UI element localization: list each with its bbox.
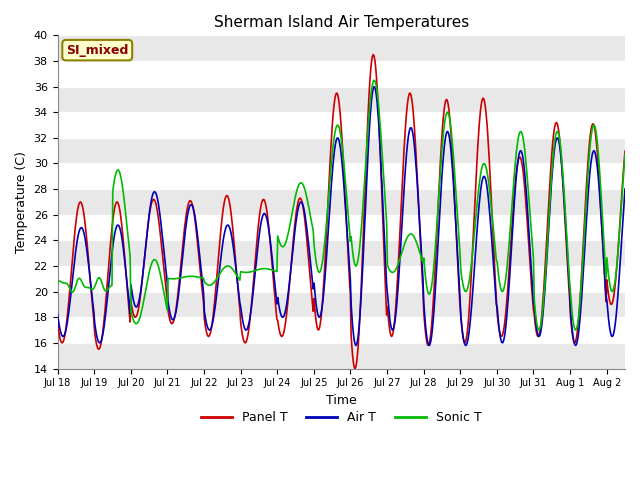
Air T	[621, 186, 629, 192]
Panel T	[122, 273, 130, 279]
Bar	[58, 86, 625, 112]
Panel T	[369, 52, 377, 58]
X-axis label: Time: Time	[326, 394, 356, 407]
Sonic T	[122, 216, 130, 222]
Air T	[429, 326, 436, 332]
Line: Air T: Air T	[58, 87, 625, 346]
Air T	[412, 160, 420, 166]
Bar	[58, 240, 625, 266]
Air T	[352, 343, 360, 348]
Sonic T	[370, 77, 378, 83]
Bar	[58, 138, 625, 164]
Line: Panel T: Panel T	[58, 55, 625, 369]
Panel T	[429, 312, 436, 318]
Line: Sonic T: Sonic T	[58, 80, 625, 330]
Panel T	[621, 148, 629, 154]
Bar	[58, 36, 625, 61]
Sonic T	[535, 327, 543, 333]
Air T	[180, 242, 188, 248]
Y-axis label: Temperature (C): Temperature (C)	[15, 151, 28, 253]
Panel T	[180, 232, 188, 238]
Sonic T	[180, 274, 188, 280]
Sonic T	[428, 283, 435, 289]
Air T	[210, 313, 218, 319]
Panel T	[210, 307, 218, 312]
Panel T	[412, 148, 420, 154]
Sonic T	[54, 280, 61, 286]
Bar	[58, 343, 625, 369]
Sonic T	[64, 282, 72, 288]
Panel T	[64, 309, 72, 315]
Air T	[122, 272, 130, 278]
Text: SI_mixed: SI_mixed	[66, 44, 129, 57]
Air T	[54, 311, 61, 317]
Bar	[58, 189, 625, 215]
Sonic T	[210, 280, 218, 286]
Sonic T	[621, 151, 629, 157]
Legend: Panel T, Air T, Sonic T: Panel T, Air T, Sonic T	[195, 406, 487, 429]
Bar	[58, 292, 625, 317]
Panel T	[351, 366, 359, 372]
Air T	[370, 84, 378, 90]
Title: Sherman Island Air Temperatures: Sherman Island Air Temperatures	[214, 15, 469, 30]
Air T	[64, 316, 72, 322]
Sonic T	[412, 236, 419, 242]
Panel T	[54, 319, 61, 325]
